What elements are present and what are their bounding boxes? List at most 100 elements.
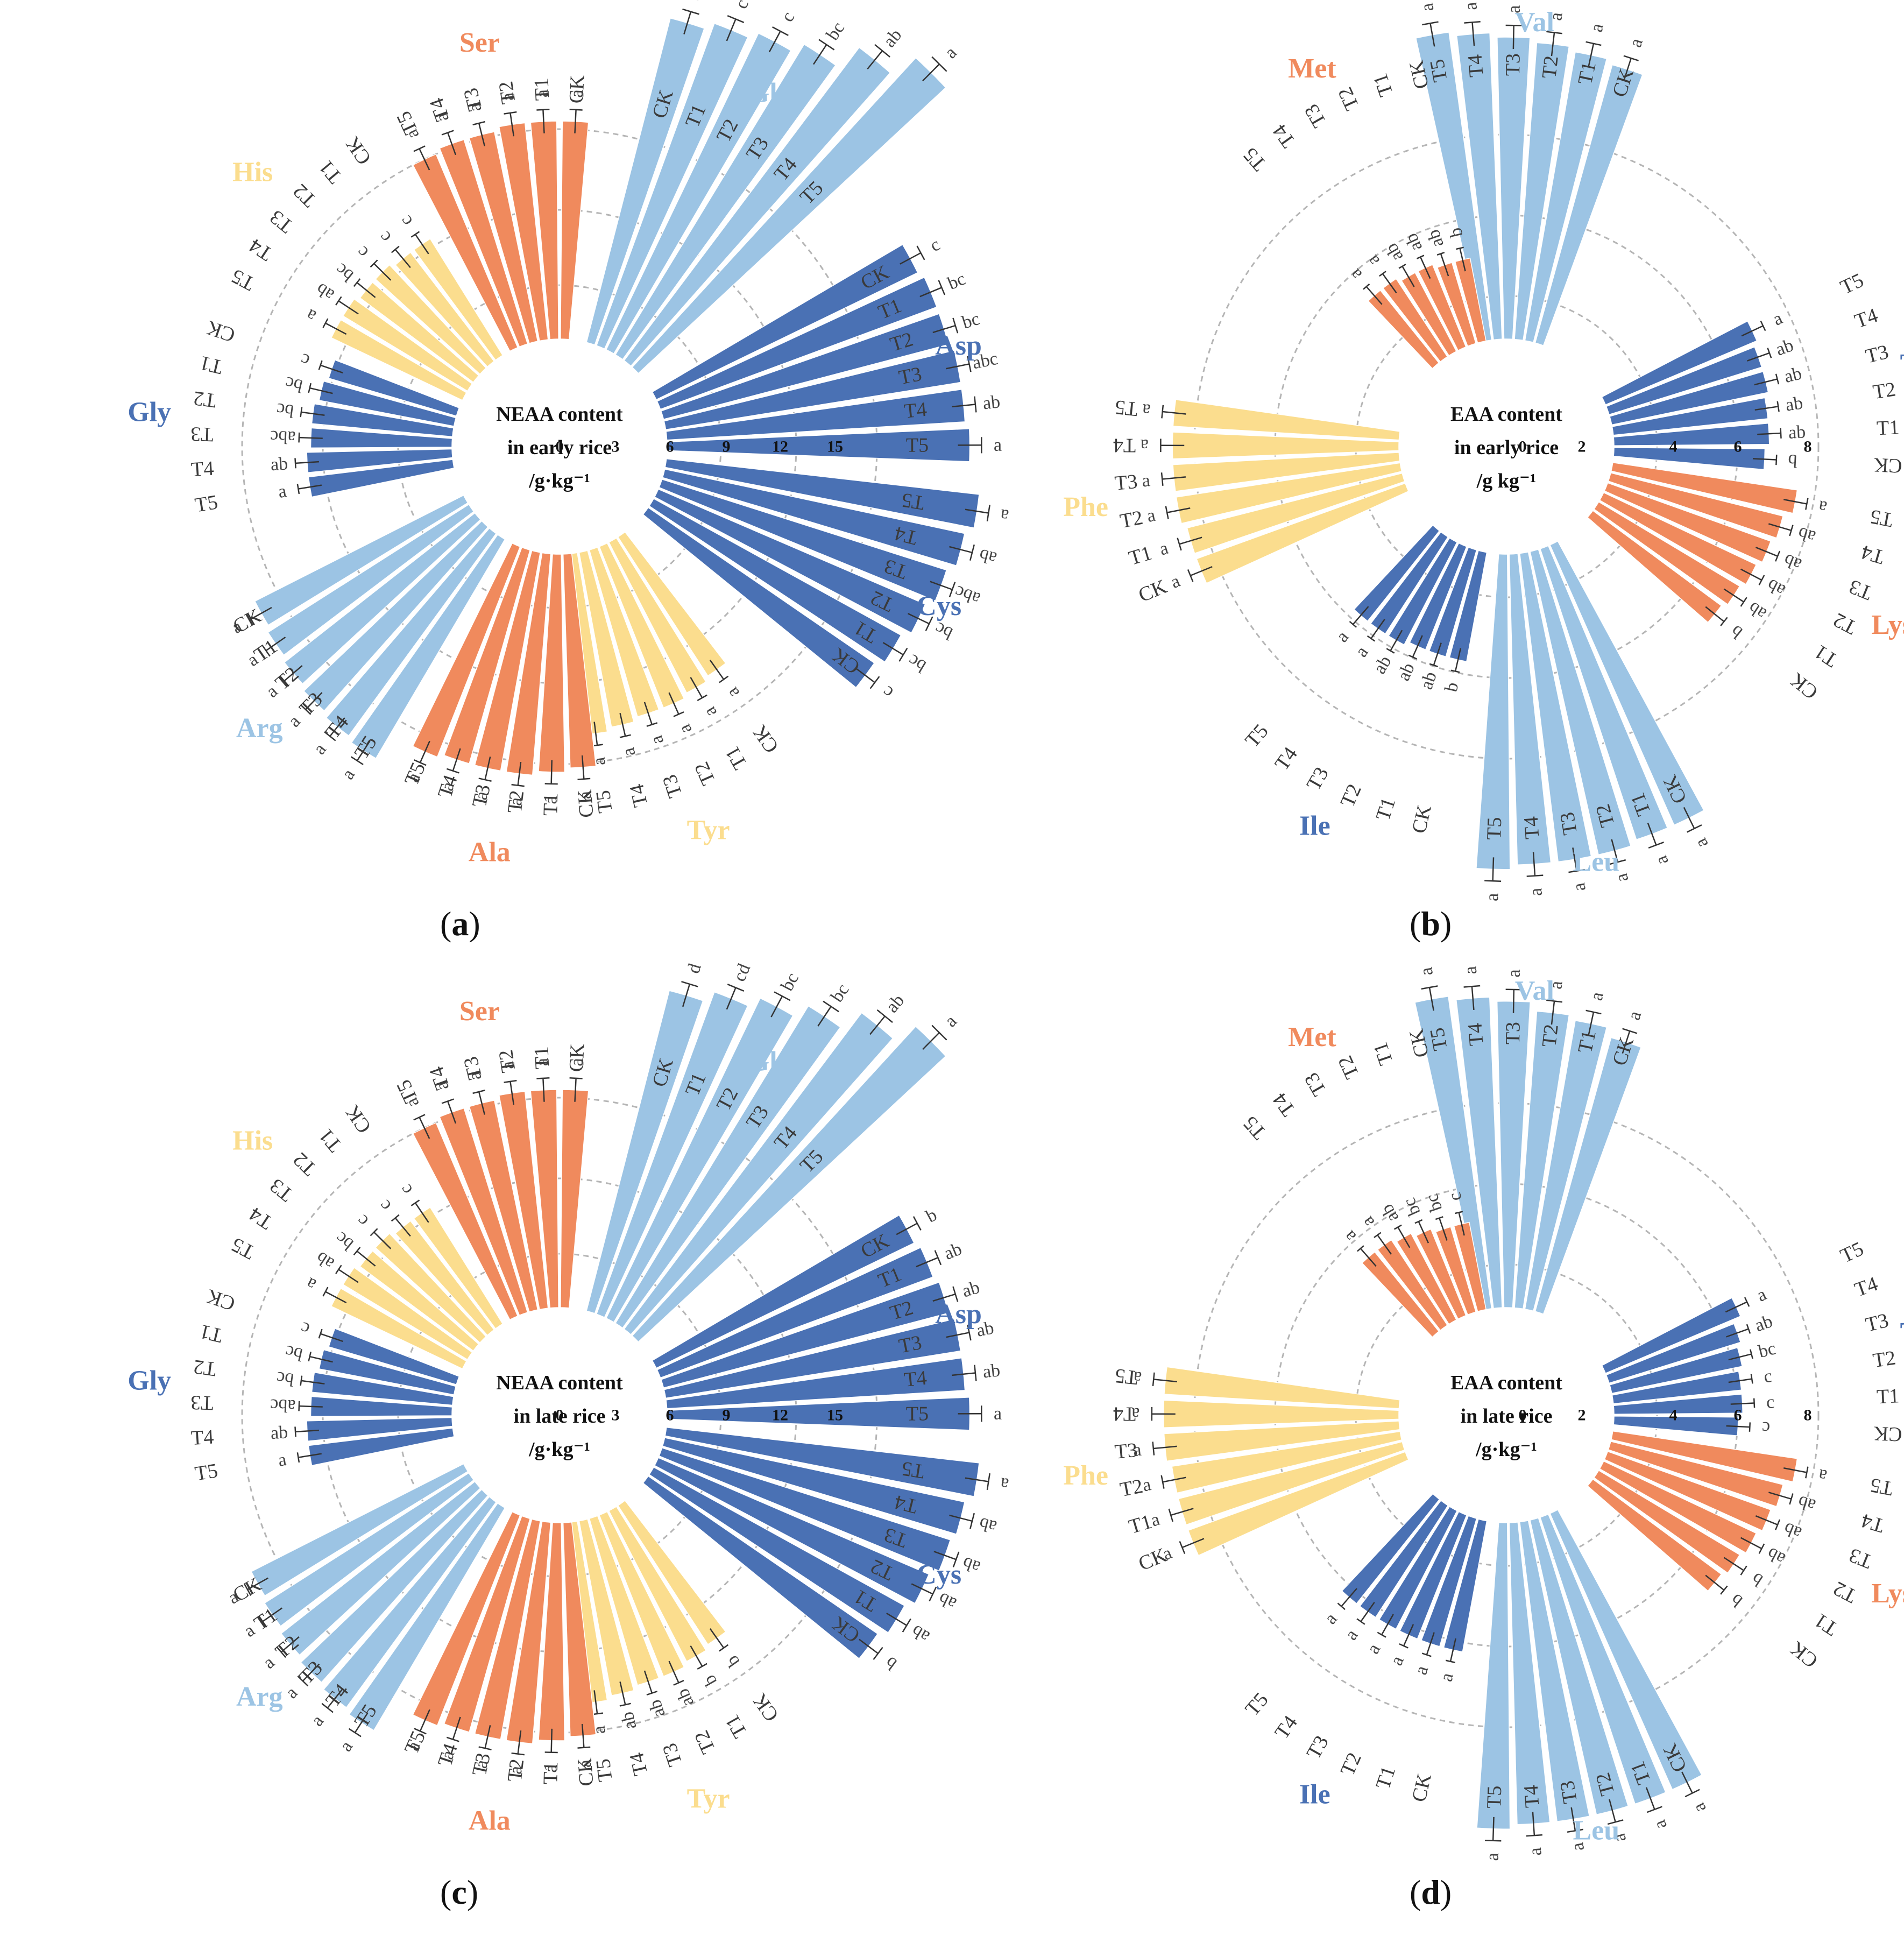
treatment-label: T3 (468, 782, 495, 809)
treatment-label: T5 (1241, 720, 1272, 752)
error-bar (1728, 1353, 1752, 1361)
treatment-label: CK (341, 1101, 376, 1138)
error-bar (1741, 325, 1764, 337)
bar-ile-t4 (1370, 531, 1449, 635)
error-cap (898, 647, 908, 662)
significance-letter: a (1691, 835, 1712, 851)
error-bar (447, 1100, 457, 1124)
axis-tick-label: 0 (1519, 438, 1527, 456)
significance-letter: abc (270, 1395, 296, 1416)
error-cap (925, 616, 933, 631)
error-bar (643, 702, 653, 725)
error-bar (1783, 499, 1807, 505)
bar-met-t1 (1435, 1226, 1477, 1316)
error-bar (593, 722, 598, 746)
bar-glu-t5 (632, 57, 946, 374)
error-bar (813, 44, 827, 65)
treatment-label: T3 (1114, 470, 1138, 495)
bar-ser-t4 (439, 1107, 528, 1316)
treatment-label: T1 (1574, 1028, 1601, 1055)
treatment-label: T4 (1852, 304, 1881, 333)
treatment-label: T5 (906, 1403, 929, 1425)
significance-letter: a (259, 1652, 278, 1673)
error-cap (279, 675, 289, 687)
bar-asp-ck (652, 244, 918, 400)
center-title-line: EAA content (1450, 1372, 1562, 1394)
center-title-line: in early rice (1454, 436, 1559, 459)
error-cap (478, 778, 492, 782)
error-bar (1492, 857, 1495, 881)
bar-gly-t2 (311, 403, 454, 437)
bar-ala-ck (562, 553, 597, 768)
bar-glu-t2 (605, 32, 792, 355)
bar-val-t4 (1455, 997, 1503, 1309)
significance-letter: a (1504, 5, 1524, 13)
bar-leu-t4 (1509, 1522, 1551, 1825)
bar-his-t2 (374, 264, 487, 375)
error-cap (297, 1676, 309, 1687)
error-cap (1774, 550, 1781, 562)
significance-letter: ab (882, 991, 908, 1016)
treatment-label: CK (1786, 668, 1822, 704)
significance-letter: ab (1796, 523, 1818, 547)
treatment-label: T1 (1574, 60, 1601, 87)
significance-letter: ab (977, 1513, 999, 1537)
error-bar (869, 1015, 886, 1035)
significance-letter: bc (331, 1228, 357, 1254)
treatment-label: T1 (1371, 1763, 1400, 1792)
treatment-label: T4 (434, 1741, 462, 1769)
error-bar (593, 1690, 598, 1714)
error-bar (1705, 606, 1725, 623)
bar-phe-t4 (1163, 1400, 1399, 1429)
bar-asp-t5 (667, 428, 971, 462)
bar-phe-t1 (1178, 1441, 1405, 1525)
center-title-line: NEAA content (496, 403, 623, 426)
significance-letter: a (307, 1711, 328, 1730)
significance-letter: c (1766, 1392, 1775, 1412)
treatment-label: T5 (1239, 143, 1271, 175)
error-bar (1757, 432, 1781, 435)
error-cap (1546, 31, 1562, 34)
treatment-label: T5 (400, 1728, 430, 1758)
error-cap (1609, 859, 1626, 865)
significance-letter: b (722, 1652, 744, 1671)
bar-thr-ck (1613, 447, 1766, 470)
treatment-label: T4 (903, 398, 928, 423)
error-cap (324, 731, 336, 741)
bar-ser-t3 (469, 131, 539, 344)
error-bar (1162, 476, 1186, 480)
bar-arg-t3 (303, 520, 489, 711)
error-cap (1526, 1834, 1542, 1837)
significance-letter: a (1131, 1404, 1139, 1424)
error-bar (356, 1250, 376, 1267)
error-cap (1789, 1493, 1794, 1505)
error-bar (1471, 986, 1475, 1011)
error-bar (517, 761, 522, 786)
treatment-label: CK (1873, 453, 1902, 477)
error-cap (1546, 999, 1562, 1003)
caption-d: (d) (1410, 1873, 1452, 1911)
error-cap (873, 1647, 883, 1661)
error-bar (1681, 1771, 1693, 1794)
error-bar (726, 18, 737, 41)
error-bar (419, 148, 430, 171)
error-cap (949, 582, 956, 598)
treatment-label: T3 (1300, 1069, 1330, 1100)
treatment-label: T2 (1118, 1475, 1144, 1501)
significance-letter: a (1526, 887, 1546, 897)
error-cap (511, 783, 525, 787)
bar-met-ck (1454, 257, 1487, 344)
bar-phe-ck (1187, 1451, 1409, 1556)
bar-thr-t3 (1609, 1347, 1743, 1394)
sector-ile: b CK ab T1 ab T2 ab T3 a T4 a T5 Ile (1241, 524, 1488, 842)
treatment-label: T1 (1810, 640, 1842, 672)
bar-leu-ck (1549, 540, 1705, 826)
error-bar (1705, 1574, 1725, 1591)
error-bar (709, 1628, 725, 1649)
error-bar (373, 1231, 392, 1249)
bar-arg-t5 (348, 1502, 506, 1731)
